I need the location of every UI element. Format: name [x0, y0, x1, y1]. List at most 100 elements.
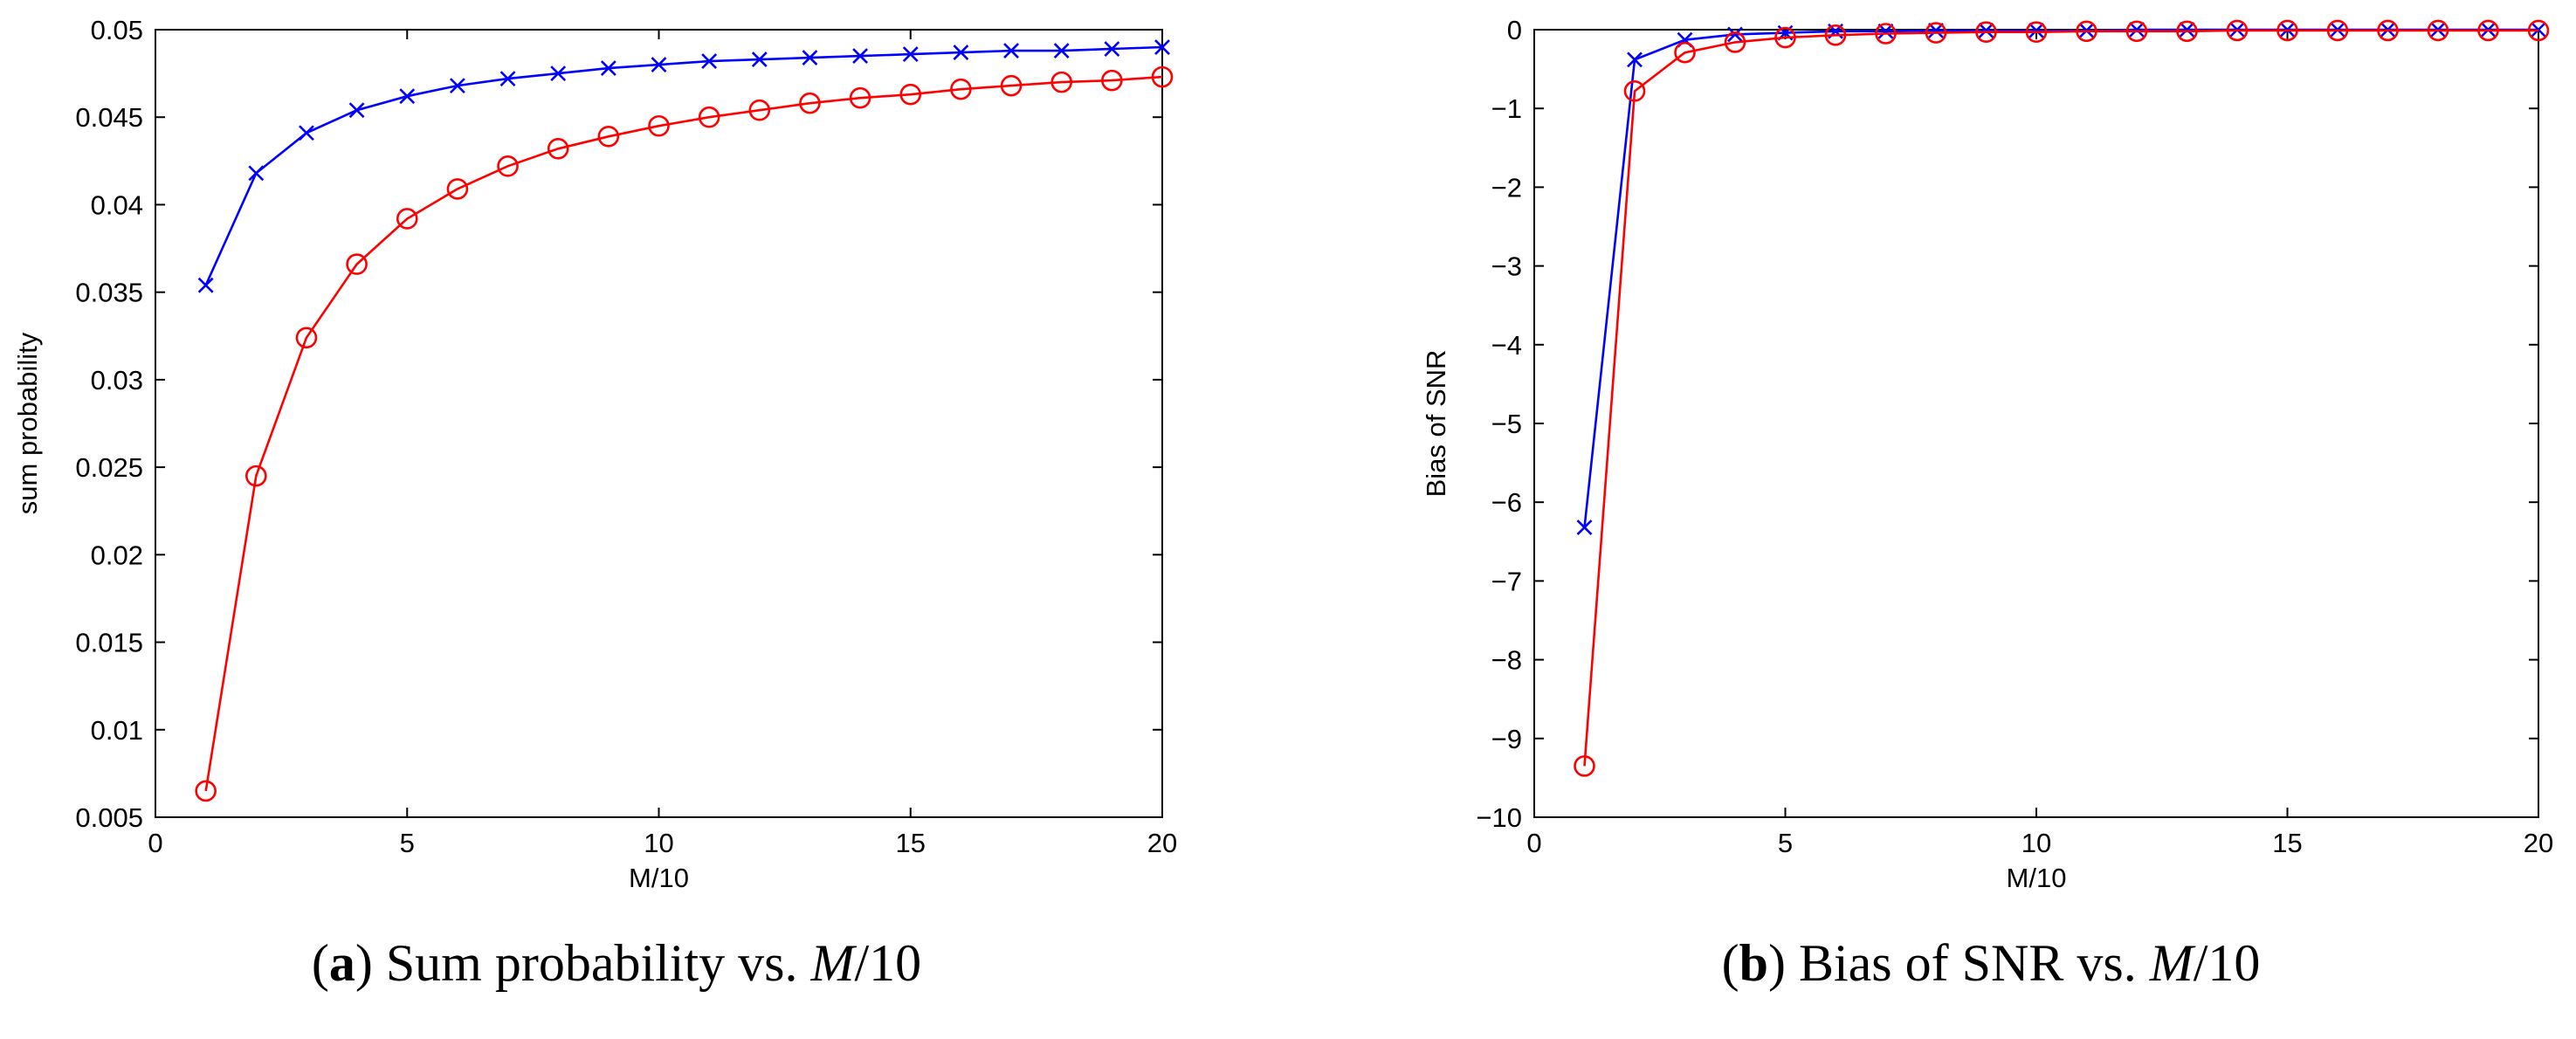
data-point-x-marker [449, 78, 465, 94]
data-point-x-marker [1003, 43, 1019, 58]
data-point-o-marker [2276, 19, 2298, 42]
data-point-x-marker [802, 50, 818, 65]
data-point-x-marker [2129, 22, 2145, 38]
y-tick-label: 0.025 [75, 452, 143, 483]
x-tick-label: 0 [148, 828, 162, 858]
data-point-o-marker [1101, 69, 1123, 92]
x-tick-label: 20 [1147, 828, 1177, 858]
data-point-x-marker [499, 71, 516, 87]
y-tick-label: 0.03 [91, 365, 143, 396]
y-tick-label: −9 [1491, 724, 1522, 754]
data-point-o-marker [950, 78, 972, 100]
y-tick-label: 0.045 [75, 102, 143, 133]
data-point-o-marker [2377, 19, 2399, 42]
plot-area-frame [1533, 29, 2539, 818]
y-tick-label: 0.02 [91, 540, 143, 570]
data-point-x-marker [1978, 22, 1994, 38]
x-tick-label: 5 [1778, 828, 1793, 858]
panel-caption: (a) Sum probability vs. M/10 [312, 934, 921, 992]
y-tick-label: −2 [1491, 172, 1522, 203]
data-point-o-marker [396, 208, 418, 230]
chart-panel-a: 0 5 10 15 20 0.005 0.01 0.015 0.02 0.025 0.03 0.035… [12, 15, 1177, 992]
data-point-o-marker [295, 327, 318, 349]
data-point-o-marker [245, 464, 267, 487]
data-point-x-marker [2179, 22, 2195, 38]
caption-part: M [810, 934, 858, 992]
x-tick-label: 5 [400, 828, 415, 858]
caption-part: ) [355, 934, 386, 992]
caption-part: ( [312, 934, 329, 992]
y-tick-label: −3 [1491, 251, 1522, 282]
panel-caption: (b) Bias of SNR vs. M/10 [1722, 934, 2261, 992]
data-point-o-marker [849, 86, 871, 109]
data-point-x-marker [1104, 41, 1120, 57]
caption-part: b [1739, 934, 1768, 992]
data-point-x-marker [600, 60, 616, 77]
series-blue-x [197, 39, 1170, 293]
data-point-x-marker [651, 57, 667, 73]
x-tick-label: 10 [2022, 828, 2051, 858]
data-point-x-marker [2028, 22, 2044, 38]
y-tick-label: −7 [1491, 566, 1522, 596]
y-tick-label: −10 [1476, 802, 1522, 833]
y-tick-label: −8 [1491, 645, 1522, 676]
series-line-blue-x [204, 45, 1163, 286]
caption-part: Bias of SNR vs. [1799, 934, 2150, 992]
x-axis-label: M/10 [629, 863, 689, 893]
data-point-o-marker [2477, 19, 2499, 42]
data-point-o-marker [597, 125, 620, 148]
caption-part: a [329, 934, 355, 992]
series-line-red-o [1583, 29, 2538, 767]
data-point-o-marker [799, 92, 821, 114]
data-point-o-marker [2076, 20, 2097, 43]
y-axis-label: Bias of SNR [1421, 350, 1451, 498]
data-point-o-marker [899, 83, 922, 106]
data-point-o-marker [1151, 65, 1174, 88]
data-point-x-marker [751, 52, 768, 67]
y-tick-label: −5 [1491, 409, 1522, 439]
data-point-x-marker [1627, 52, 1643, 68]
data-point-o-marker [1824, 24, 1847, 46]
data-point-x-marker [248, 165, 265, 182]
data-point-o-marker [1774, 26, 1796, 49]
data-point-o-marker [1724, 31, 1746, 53]
x-tick-label: 15 [2272, 828, 2302, 858]
y-tick-label: 0.01 [91, 715, 143, 746]
data-point-x-marker [1928, 22, 1944, 38]
data-point-x-marker [197, 277, 214, 293]
data-point-x-marker [399, 88, 416, 105]
x-tick-label: 15 [896, 828, 926, 858]
data-point-o-marker [748, 99, 771, 121]
y-axis-label: sum probability [12, 332, 43, 514]
data-point-o-marker [2176, 20, 2198, 43]
caption-part: /10 [2194, 934, 2261, 992]
data-point-o-marker [1574, 755, 1595, 777]
data-point-o-marker [446, 178, 469, 200]
data-point-o-marker [497, 155, 519, 177]
data-point-o-marker [2025, 21, 2048, 44]
y-tick-label: 0.005 [75, 802, 143, 833]
x-tick-label: 20 [2524, 828, 2553, 858]
data-point-o-marker [1925, 22, 1947, 44]
data-point-x-marker [1053, 43, 1070, 58]
x-tick-label: 10 [644, 828, 673, 858]
y-tick-label: 0.035 [75, 278, 143, 308]
series-line-red-o [204, 75, 1163, 792]
data-point-o-marker [2427, 19, 2449, 42]
data-point-x-marker [550, 65, 567, 82]
data-point-x-marker [953, 45, 969, 60]
data-point-x-marker [701, 53, 718, 69]
data-point-o-marker [1623, 80, 1646, 102]
caption-part: ) [1768, 934, 1799, 992]
data-point-x-marker [1727, 26, 1743, 43]
plot-area-frame [155, 29, 1163, 818]
data-point-x-marker [299, 125, 314, 141]
data-point-o-marker [547, 138, 569, 160]
data-point-o-marker [2527, 19, 2550, 42]
data-point-o-marker [1050, 71, 1072, 93]
data-point-x-marker [852, 48, 869, 64]
data-point-o-marker [195, 780, 217, 802]
data-point-o-marker [698, 106, 720, 128]
